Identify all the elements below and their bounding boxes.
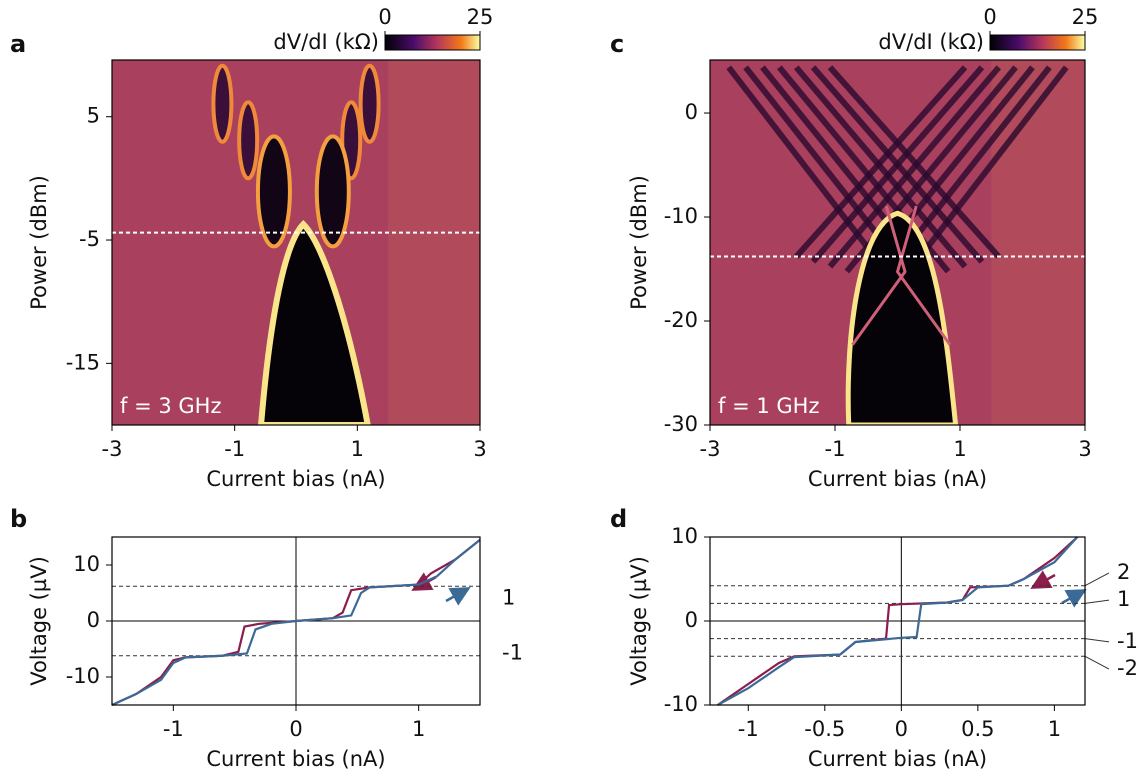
step-label: -1 (1117, 629, 1138, 653)
lattice (793, 65, 968, 269)
annotation: f = 1 GHz (718, 394, 819, 418)
fringe (211, 63, 234, 144)
x-axis-label: Current bias (nA) (206, 747, 385, 771)
y-tick-label: -10 (66, 664, 100, 688)
colorbar (989, 34, 1086, 51)
heatmap (710, 60, 1085, 425)
leader (1084, 599, 1110, 604)
plot-frame (111, 59, 481, 426)
y-tick-label: -15 (66, 350, 100, 374)
y-tick-label: -30 (664, 412, 698, 436)
step-label: -2 (1117, 656, 1138, 680)
panel-label: a (10, 30, 26, 58)
colorbar-tick-label: 0 (378, 5, 391, 29)
leader (1084, 655, 1110, 670)
y-axis-label: Power (dBm) (27, 175, 51, 310)
colorbar-tick-label: 25 (467, 5, 494, 29)
leader (1084, 572, 1110, 587)
step-label: 2 (1117, 560, 1130, 584)
heatmap-shade (991, 60, 1085, 425)
x-tick-label: -0.5 (804, 717, 845, 741)
x-tick-label: -1 (825, 437, 846, 461)
step-label: 1 (502, 585, 515, 609)
sweep-arrow (1030, 570, 1056, 589)
colorbar-tick-label: 25 (1072, 5, 1099, 29)
y-tick-label: 10 (671, 524, 698, 548)
x-tick-label: 0 (289, 717, 302, 741)
colorbar-label: dV/dI (kΩ) (273, 30, 379, 54)
y-tick-label: 0 (685, 608, 698, 632)
step-label: -1 (502, 641, 523, 665)
sweep-arrow (1061, 589, 1087, 608)
y-tick-label: -10 (664, 692, 698, 716)
y-axis-label: Power (dBm) (627, 175, 651, 310)
colorbar (384, 34, 481, 51)
panel-label: c (610, 30, 624, 58)
crossing (851, 205, 952, 346)
sweep-arrow (445, 587, 471, 606)
x-tick-label: -1 (224, 437, 245, 461)
y-tick-label: 0 (685, 100, 698, 124)
lattice (827, 65, 1002, 269)
y-tick-label: 0 (87, 608, 100, 632)
lobe (314, 134, 351, 249)
lattice (794, 65, 968, 259)
colorbar-label: dV/dI (kΩ) (878, 30, 984, 54)
fringe (237, 100, 260, 181)
x-tick-label: 0 (895, 717, 908, 741)
annotation: f = 3 GHz (120, 394, 221, 418)
y-tick-label: -10 (664, 204, 698, 228)
x-axis-label: Current bias (nA) (808, 467, 987, 491)
x-tick-label: 0.5 (961, 717, 994, 741)
plot-frame (709, 59, 1086, 426)
x-tick-label: -1 (738, 717, 759, 741)
x-tick-label: 3 (1078, 437, 1091, 461)
colorbar-tick-label: 0 (983, 5, 996, 29)
lobe (255, 134, 292, 249)
series-line (111, 538, 481, 707)
leader (1084, 638, 1110, 643)
y-axis-label: Voltage (µV) (627, 556, 651, 686)
x-tick-label: 1 (1048, 717, 1061, 741)
y-tick-label: 10 (73, 552, 100, 576)
x-tick-label: 1 (351, 437, 364, 461)
lattice (827, 65, 1001, 259)
x-tick-label: 3 (473, 437, 486, 461)
series-line (717, 536, 1079, 706)
x-axis-label: Current bias (nA) (808, 747, 987, 771)
panel-label: b (10, 505, 27, 533)
dark-region (845, 210, 959, 425)
y-axis-label: Voltage (µV) (27, 556, 51, 686)
panel-label: d (610, 505, 627, 533)
heatmap-shade (388, 60, 480, 425)
heatmap (112, 60, 480, 425)
x-tick-label: -3 (700, 437, 721, 461)
x-tick-label: 1 (953, 437, 966, 461)
fringe (358, 63, 381, 144)
x-tick-label: -3 (102, 437, 123, 461)
x-axis-label: Current bias (nA) (206, 467, 385, 491)
y-tick-label: 5 (87, 104, 100, 128)
lattice (810, 65, 985, 264)
x-tick-label: 1 (412, 717, 425, 741)
y-tick-label: -5 (79, 227, 100, 251)
x-tick-label: -1 (163, 717, 184, 741)
y-tick-label: -20 (664, 308, 698, 332)
dark-region (258, 220, 371, 425)
step-label: 1 (1117, 587, 1130, 611)
